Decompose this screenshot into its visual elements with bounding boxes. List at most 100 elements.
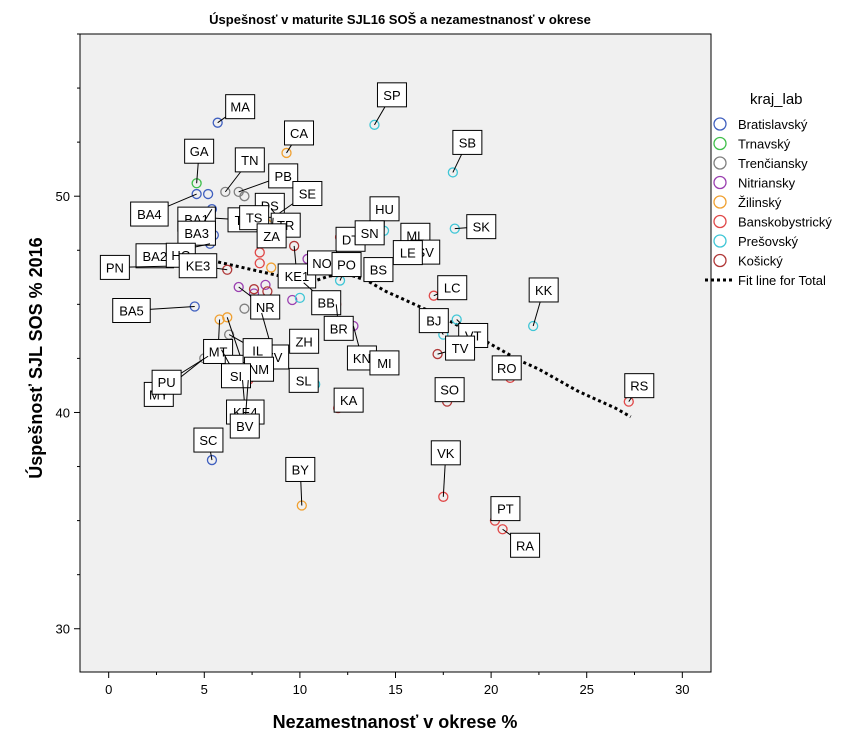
point-label: PN	[106, 260, 124, 275]
point-label: PB	[275, 169, 292, 184]
label-box	[333, 387, 364, 413]
data-point	[222, 312, 233, 323]
x-tick-label: 20	[484, 682, 498, 697]
point-label: MA	[230, 100, 250, 115]
legend-marker	[713, 214, 727, 229]
label-box	[392, 240, 423, 266]
label-box	[466, 214, 497, 240]
point-label: RS	[630, 379, 648, 394]
point-label: BA5	[119, 304, 144, 319]
point-label: BB	[318, 296, 335, 311]
legend-label: Bratislavský	[738, 117, 808, 132]
data-point	[266, 262, 277, 273]
label-box	[624, 373, 655, 399]
point-label: NR	[256, 300, 275, 315]
data-point	[220, 186, 231, 198]
point-label: SN	[361, 226, 379, 241]
point-label: SC	[199, 433, 217, 448]
point-label: PU	[158, 375, 176, 390]
point-label: PO	[337, 258, 356, 273]
data-point	[222, 264, 233, 275]
label-box	[490, 496, 521, 522]
point-label: BA2	[142, 249, 167, 264]
x-tick-label: 0	[105, 682, 112, 697]
label-box	[346, 345, 377, 371]
point-label: BA4	[137, 207, 162, 222]
point-label: NO	[312, 256, 332, 271]
legend-label: Nitriansky	[738, 176, 796, 191]
point-label: MI	[377, 356, 391, 371]
point-label: SP	[383, 88, 400, 103]
point-label: MT	[209, 344, 228, 359]
legend: kraj_lab Bratislavský Trnavský Trenčiansky…	[705, 91, 832, 288]
data-point	[239, 303, 250, 314]
data-point	[281, 147, 292, 159]
point-label: ML	[406, 228, 424, 243]
data-point	[369, 119, 380, 130]
label-box	[311, 290, 342, 316]
point-label: TV	[452, 341, 469, 356]
label-box	[234, 147, 265, 173]
point-label: PT	[497, 502, 514, 517]
point-label: KE1	[285, 269, 310, 284]
label-box	[250, 294, 281, 320]
data-point	[233, 186, 244, 198]
point-label: IL	[252, 344, 263, 359]
point-label: TN	[241, 153, 258, 168]
label-box	[229, 413, 260, 439]
data-point	[206, 454, 218, 466]
data-point	[432, 348, 443, 360]
point-label: VK	[437, 446, 455, 461]
point-label: SL	[296, 373, 312, 388]
y-tick-label: 50	[56, 189, 70, 204]
point-label: ZA	[263, 229, 280, 244]
x-tick-label: 25	[579, 682, 593, 697]
legend-marker	[713, 136, 727, 151]
data-point	[202, 188, 214, 200]
label-box	[184, 138, 215, 164]
label-box	[112, 298, 151, 324]
label-box	[418, 308, 449, 334]
label-box	[323, 315, 354, 341]
point-label: BJ	[426, 314, 441, 329]
legend-label: Trnavský	[738, 137, 791, 152]
label-box	[220, 363, 251, 389]
point-labels-group: MATNGATTPBCASPSBDSSEHUBA1BA4BA3TSTRDTSNM…	[99, 82, 655, 558]
legend-label: Žilinský	[738, 195, 782, 210]
data-point	[447, 167, 459, 178]
x-axis-title: Nezamestnanosť v okrese %	[273, 712, 518, 732]
legend-label: Trenčiansky	[738, 156, 808, 171]
legend-label: Banskobystrický	[738, 215, 832, 230]
label-box	[130, 201, 169, 227]
point-label: KK	[535, 283, 553, 298]
data-point	[451, 314, 462, 325]
data-point	[248, 284, 260, 295]
label-box	[437, 275, 468, 301]
label-box	[363, 257, 394, 283]
point-label: NM	[249, 362, 269, 377]
legend-marker	[713, 195, 727, 209]
legend-fit-label: Fit line for Total	[738, 273, 826, 288]
axes: 0 5 10 15 20 25 30 30 40 50	[56, 33, 690, 697]
point-label: LE	[400, 246, 416, 261]
label-box	[193, 427, 224, 453]
point-label: KA	[340, 393, 358, 408]
point-label: TS	[246, 211, 263, 226]
label-box	[288, 367, 319, 393]
x-tick-label: 15	[388, 682, 402, 697]
point-label: BA3	[184, 226, 209, 241]
legend-marker	[713, 175, 727, 190]
point-label: HU	[375, 202, 394, 217]
label-box	[491, 355, 522, 381]
label-box	[99, 254, 130, 280]
label-box	[331, 252, 362, 278]
label-box	[178, 253, 218, 279]
legend-marker	[713, 156, 727, 170]
label-box	[151, 369, 182, 395]
label-box	[369, 350, 400, 376]
chart-title: Úspešnosť v maturite SJL16 SOŠ a nezames…	[209, 12, 591, 27]
label-box	[434, 377, 465, 403]
label-box	[376, 82, 407, 108]
label-box	[452, 129, 483, 155]
